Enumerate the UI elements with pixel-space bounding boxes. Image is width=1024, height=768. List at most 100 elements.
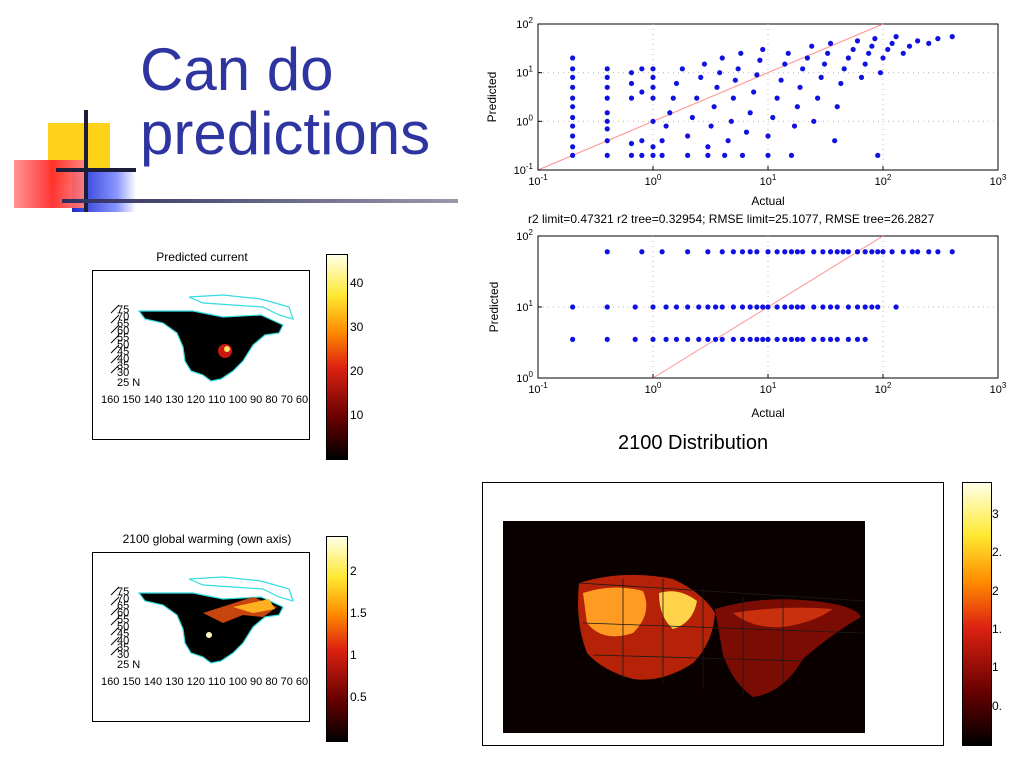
- chart2-point-72: [685, 336, 691, 342]
- map-future-panel: 75 70 65 60 55 50 45 40 35 30 25 N 160 1…: [92, 552, 322, 722]
- map-future-colorbar: [326, 536, 348, 742]
- map-future-lat-40: 40: [117, 635, 129, 647]
- chart1-xtick-label-2: 101: [760, 173, 777, 188]
- chart2-point-84: [782, 336, 788, 342]
- chart1-point-17: [604, 84, 610, 90]
- chart2-point-86: [794, 336, 800, 342]
- map-future-lat-45: 45: [117, 628, 129, 640]
- map-future-lat-60: 60: [117, 607, 129, 619]
- chart2-point-17: [820, 249, 826, 255]
- chart2-point-16: [811, 249, 817, 255]
- chart2-points: [570, 249, 955, 342]
- map-2100-title: 2100 Distribution: [618, 432, 769, 454]
- chart2-point-55: [800, 304, 806, 310]
- map-2100-west-hotter: [659, 591, 697, 629]
- map-future-title: 2100 global warming (own axis): [122, 532, 292, 546]
- chart1-point-2: [570, 133, 576, 139]
- map-future-hotspot: [206, 632, 212, 638]
- chart2-point-51: [774, 304, 780, 310]
- map-future-lat-70: 70: [117, 593, 129, 605]
- title-decoration-hline: [56, 168, 136, 172]
- map-current-lat-75: 75: [117, 304, 129, 316]
- chart1-point-11: [604, 152, 610, 158]
- chart2-point-53: [788, 304, 795, 310]
- map-current-title: Predicted current: [156, 250, 248, 264]
- map-current-lat-65: 65: [117, 318, 129, 330]
- chart2-point-78: [739, 336, 746, 342]
- chart2-point-91: [834, 336, 840, 342]
- map-current-panel: 75 70 65 60 55 50 45 40 35 30 25 N 160 1…: [92, 270, 322, 440]
- map-2100-cbar-tick-1: 2.: [992, 545, 1003, 559]
- chart2-point-35: [604, 304, 610, 310]
- chart2-x-ticks: 10-1 100 101 102 103: [528, 374, 1007, 396]
- chart1-point-41: [673, 80, 680, 87]
- chart2-xtick-label-2: 101: [760, 381, 777, 396]
- chart2-point-30: [915, 249, 921, 255]
- map-current-lat-70: 70: [117, 311, 129, 323]
- chart1-point-71: [765, 133, 771, 139]
- chart1-point-15: [604, 110, 610, 116]
- chart2-point-46: [739, 304, 746, 310]
- map-2100-panel: [482, 482, 944, 746]
- chart1-point-56: [722, 152, 728, 158]
- map-current-lat-30: 30: [117, 367, 129, 379]
- chart2-title: r2 limit=0.47321 r2 tree=0.32954; RMSE l…: [528, 212, 935, 226]
- chart2-point-19: [834, 249, 840, 255]
- chart2-point-52: [782, 304, 788, 310]
- chart1-point-45: [689, 114, 695, 121]
- chart2-point-28: [900, 249, 906, 255]
- chart1-point-104: [880, 55, 886, 61]
- chart1-point-74: [778, 77, 784, 83]
- map-current-lat-25: 25 N: [117, 377, 140, 389]
- chart2-point-38: [663, 304, 669, 310]
- chart1-point-78: [791, 123, 798, 129]
- chart1-point-101: [872, 36, 878, 42]
- map-current-lat-labels: 75 70 65 60 55 50 45 40 35 30 25 N: [117, 304, 140, 389]
- chart2-point-73: [696, 336, 702, 342]
- chart2-point-39: [673, 304, 680, 310]
- chart1-point-25: [639, 152, 645, 158]
- map-future-lat-25: 25 N: [117, 659, 140, 671]
- chart1-point-13: [604, 126, 610, 132]
- chart1-point-40: [670, 95, 676, 101]
- chart1-ytick-label-2: 101: [516, 65, 533, 80]
- chart1-point-6: [570, 95, 576, 101]
- map-2100-cbar-tick-5: 0.: [992, 699, 1003, 713]
- map-current-land: [137, 310, 284, 382]
- map-current-lat-50: 50: [117, 339, 129, 351]
- chart1-point-9: [570, 66, 576, 72]
- chart1-point-32: [650, 95, 656, 101]
- map-current-cbar-tick-30: 30: [350, 320, 364, 334]
- chart1-point-109: [906, 43, 913, 49]
- chart1-ytick-label-1: 100: [516, 113, 533, 128]
- map-future-cbar-tick-1-5: 1.5: [350, 606, 367, 620]
- chart2-point-11: [774, 249, 780, 255]
- chart2-ylabel: Predicted: [487, 282, 501, 333]
- chart2-point-67: [604, 336, 610, 342]
- map-current-lat-55: 55: [117, 332, 129, 344]
- chart1-point-31: [650, 118, 656, 124]
- chart1-xtick-label-3: 102: [875, 173, 892, 188]
- chart2-point-26: [880, 249, 886, 255]
- chart1-point-62: [738, 50, 744, 56]
- map-future-lat-75: 75: [117, 586, 129, 598]
- chart2-point-47: [747, 304, 753, 310]
- chart1-point-88: [825, 50, 831, 56]
- map-future-lat-35: 35: [117, 642, 129, 654]
- chart2-point-13: [788, 249, 795, 255]
- chart2-point-8: [747, 249, 753, 255]
- chart1-point-108: [900, 50, 906, 56]
- chart2-point-61: [854, 304, 861, 310]
- chart1-point-49: [705, 152, 711, 158]
- chart1-point-95: [850, 46, 856, 53]
- chart2-y-ticks: 100 101 102: [516, 228, 542, 385]
- chart2-point-70: [663, 336, 669, 342]
- chart2-point-21: [845, 249, 851, 255]
- chart2-point-44: [719, 304, 725, 310]
- chart2-point-75: [712, 336, 719, 342]
- chart2-point-62: [862, 304, 868, 310]
- chart2-point-7: [739, 249, 746, 255]
- map-2100-cbar-tick-2: 2: [992, 584, 999, 598]
- map-future-image: 75 70 65 60 55 50 45 40 35 30 25 N 160 1…: [101, 576, 322, 688]
- chart1-point-72: [770, 114, 776, 121]
